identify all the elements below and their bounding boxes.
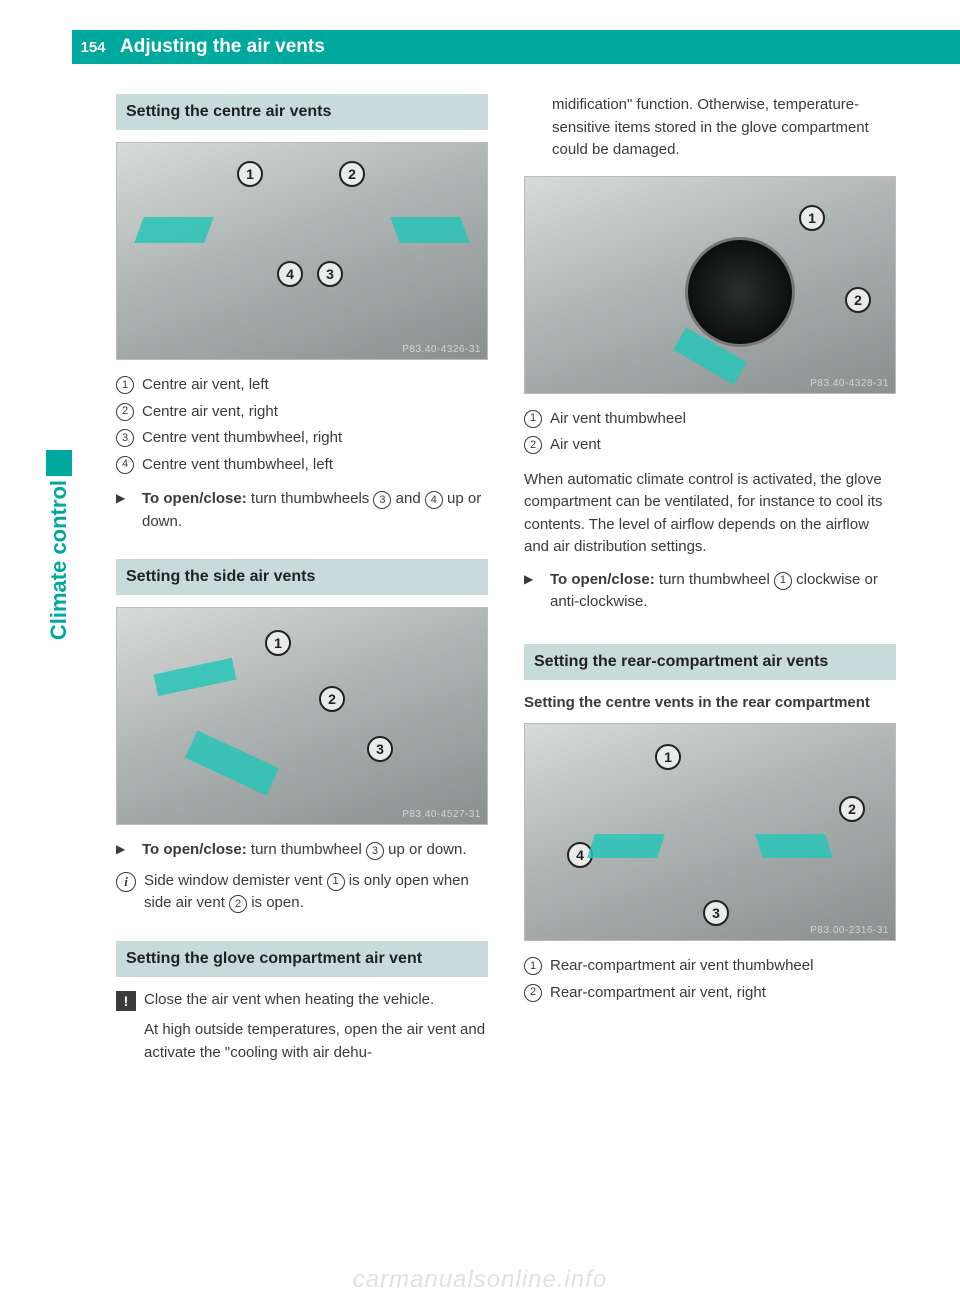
figure-rear-vents: 1 2 3 4 P83.00-2316-31: [524, 723, 896, 941]
left-column: Setting the centre air vents 1 2 3 4 P83…: [116, 94, 488, 1064]
step-open-close-glove: ▶ To open/close: turn thumbwheel 1 clock…: [524, 569, 896, 614]
page-number: 154: [72, 30, 114, 64]
para-text: midification" function. Otherwise, tempe…: [552, 96, 869, 158]
legend-text: Air vent: [550, 434, 601, 457]
subheading-rear-centre: Setting the centre vents in the rear com…: [524, 692, 896, 714]
figure-tag: P83.40-4328-31: [810, 378, 889, 389]
continuation-para: midification" function. Otherwise, tempe…: [524, 94, 896, 162]
section-side-label: Climate control: [46, 480, 72, 640]
legend-text: Centre vent thumbwheel, left: [142, 454, 333, 477]
marker-2: 2: [524, 436, 542, 454]
legend-text: Centre air vent, right: [142, 401, 278, 424]
step-text: To open/close: turn thumbwheel 3 up or d…: [142, 839, 467, 862]
figure-side-vents: 1 2 3 P83.40-4527-31: [116, 607, 488, 825]
marker-3: 3: [116, 429, 134, 447]
warning-continuation: At high outside temperatures, open the a…: [116, 1019, 488, 1064]
side-tab-marker: [46, 450, 72, 476]
info-side-vents: i Side window demister vent 1 is only op…: [116, 870, 488, 915]
legend-centre-vents: 1 Centre air vent, left 2 Centre air vent,…: [116, 374, 488, 476]
watermark: carmanualsonline.info: [0, 1266, 960, 1294]
heading-glove-vent: Setting the glove compartment air vent: [116, 941, 488, 977]
step-icon: ▶: [116, 491, 134, 533]
page-header: 154 Adjusting the air vents: [72, 30, 960, 64]
warning-glove: ! Close the air vent when heating the ve…: [116, 989, 488, 1012]
legend-rear-vents: 1 Rear-compartment air vent thumbwheel 2R…: [524, 955, 896, 1004]
marker-1: 1: [524, 410, 542, 428]
figure-tag: P83.40-4527-31: [402, 809, 481, 820]
step-text: To open/close: turn thumbwheel 1 clockwi…: [550, 569, 896, 614]
heading-rear-vents: Setting the rear-compartment air vents: [524, 644, 896, 680]
legend-text: Rear-compartment air vent, right: [550, 982, 766, 1005]
step-icon: ▶: [116, 842, 134, 862]
content-area: Setting the centre air vents 1 2 3 4 P83…: [116, 94, 896, 1064]
marker-2: 2: [116, 403, 134, 421]
legend-text: Centre vent thumbwheel, right: [142, 427, 342, 450]
legend-text: Air vent thumbwheel: [550, 408, 686, 431]
right-column: midification" function. Otherwise, tempe…: [524, 94, 896, 1064]
heading-side-vents: Setting the side air vents: [116, 559, 488, 595]
marker-1: 1: [524, 957, 542, 975]
heading-centre-vents: Setting the centre air vents: [116, 94, 488, 130]
para-auto-climate: When automatic climate control is activa…: [524, 469, 896, 559]
figure-tag: P83.40-4326-31: [402, 344, 481, 355]
figure-glove-vent: 1 2 P83.40-4328-31: [524, 176, 896, 394]
step-open-close-side: ▶ To open/close: turn thumbwheel 3 up or…: [116, 839, 488, 862]
info-text: Side window demister vent 1 is only open…: [144, 870, 488, 915]
info-icon: i: [116, 872, 136, 892]
legend-text: Rear-compartment air vent thumbwheel: [550, 955, 813, 978]
figure-tag: P83.00-2316-31: [810, 925, 889, 936]
marker-2: 2: [524, 984, 542, 1002]
para-text: At high outside temperatures, open the a…: [144, 1019, 488, 1064]
warning-icon: !: [116, 991, 136, 1011]
step-icon: ▶: [524, 572, 542, 614]
step-open-close-centre: ▶ To open/close: turn thumbwheels 3 and …: [116, 488, 488, 533]
warning-text: Close the air vent when heating the vehi…: [144, 989, 434, 1012]
marker-4: 4: [116, 456, 134, 474]
legend-glove-vent: 1 Air vent thumbwheel 2 Air vent: [524, 408, 896, 457]
legend-text: Centre air vent, left: [142, 374, 269, 397]
figure-centre-vents: 1 2 3 4 P83.40-4326-31: [116, 142, 488, 360]
page-title: Adjusting the air vents: [114, 36, 325, 58]
step-text: To open/close: turn thumbwheels 3 and 4 …: [142, 488, 488, 533]
marker-1: 1: [116, 376, 134, 394]
